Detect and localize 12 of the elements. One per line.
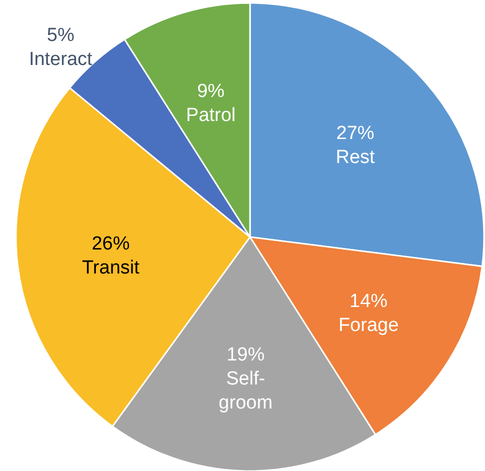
data-label: 19% (226, 344, 265, 366)
slice-label: Interact (28, 49, 94, 70)
data-label: 14% (350, 291, 388, 312)
slice-label: Rest (336, 147, 376, 168)
slice-label: Forage (338, 315, 399, 336)
data-label: 26% (92, 234, 130, 255)
data-label: 9% (197, 81, 225, 102)
slice-label: Transit (82, 258, 140, 279)
data-label: 27% (336, 123, 374, 144)
slice-label: Patrol (186, 105, 236, 126)
data-label: 5% (46, 25, 74, 46)
slice-label: Self-groom (218, 368, 273, 414)
